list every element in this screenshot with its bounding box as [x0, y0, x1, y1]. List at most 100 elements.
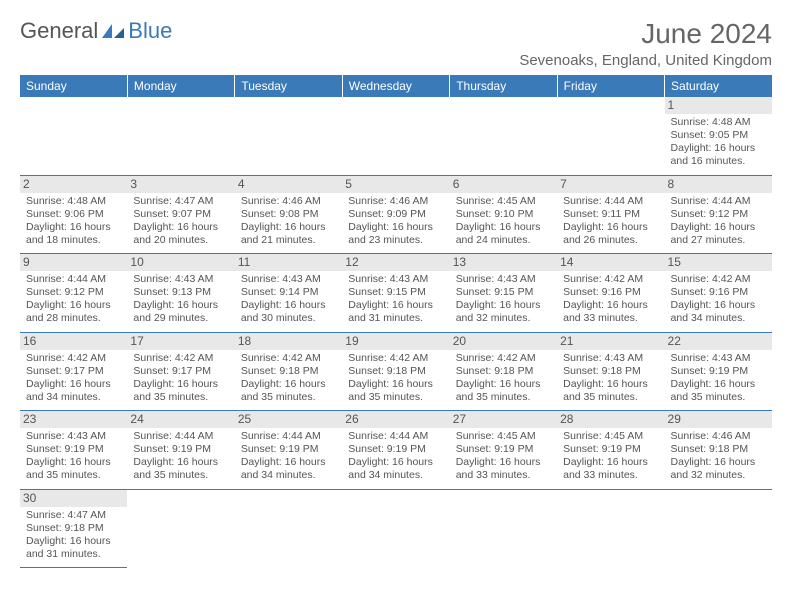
cell-daylight1: Daylight: 16 hours: [348, 456, 443, 469]
calendar-row: 1Sunrise: 4:48 AMSunset: 9:05 PMDaylight…: [20, 97, 772, 175]
cell-daylight1: Daylight: 16 hours: [563, 221, 658, 234]
cell-daylight1: Daylight: 16 hours: [241, 378, 336, 391]
calendar-cell: 10Sunrise: 4:43 AMSunset: 9:13 PMDayligh…: [127, 254, 234, 333]
day-header: Friday: [557, 75, 664, 97]
cell-daylight1: Daylight: 16 hours: [348, 378, 443, 391]
cell-daylight2: and 20 minutes.: [133, 234, 228, 247]
calendar-cell: 28Sunrise: 4:45 AMSunset: 9:19 PMDayligh…: [557, 411, 664, 490]
cell-sunset: Sunset: 9:06 PM: [26, 208, 121, 221]
cell-daylight2: and 35 minutes.: [241, 391, 336, 404]
cell-sunrise: Sunrise: 4:43 AM: [456, 273, 551, 286]
cell-daylight1: Daylight: 16 hours: [26, 535, 121, 548]
calendar-body: 1Sunrise: 4:48 AMSunset: 9:05 PMDaylight…: [20, 97, 772, 568]
calendar-cell: [665, 489, 772, 568]
title-block: June 2024 Sevenoaks, England, United Kin…: [519, 18, 772, 69]
cell-daylight2: and 35 minutes.: [348, 391, 443, 404]
cell-sunrise: Sunrise: 4:43 AM: [671, 352, 766, 365]
cell-sunrise: Sunrise: 4:42 AM: [456, 352, 551, 365]
cell-daylight2: and 31 minutes.: [26, 548, 121, 561]
day-header: Thursday: [450, 75, 557, 97]
cell-sunrise: Sunrise: 4:46 AM: [348, 195, 443, 208]
cell-daylight2: and 32 minutes.: [671, 469, 766, 482]
day-number: 9: [20, 254, 127, 271]
cell-sunset: Sunset: 9:18 PM: [241, 365, 336, 378]
cell-sunrise: Sunrise: 4:44 AM: [348, 430, 443, 443]
cell-daylight2: and 32 minutes.: [456, 312, 551, 325]
calendar-cell: 23Sunrise: 4:43 AMSunset: 9:19 PMDayligh…: [20, 411, 127, 490]
cell-daylight2: and 34 minutes.: [241, 469, 336, 482]
cell-sunset: Sunset: 9:07 PM: [133, 208, 228, 221]
day-number: 2: [20, 176, 127, 193]
calendar-cell: 20Sunrise: 4:42 AMSunset: 9:18 PMDayligh…: [450, 332, 557, 411]
cell-daylight1: Daylight: 16 hours: [133, 221, 228, 234]
cell-daylight2: and 26 minutes.: [563, 234, 658, 247]
day-number: 24: [127, 411, 234, 428]
cell-daylight1: Daylight: 16 hours: [456, 299, 551, 312]
day-header-row: Sunday Monday Tuesday Wednesday Thursday…: [20, 75, 772, 97]
calendar-cell: 2Sunrise: 4:48 AMSunset: 9:06 PMDaylight…: [20, 175, 127, 254]
calendar-cell: [235, 489, 342, 568]
cell-sunset: Sunset: 9:12 PM: [26, 286, 121, 299]
calendar-cell: [342, 489, 449, 568]
day-number: 5: [342, 176, 449, 193]
cell-sunrise: Sunrise: 4:42 AM: [26, 352, 121, 365]
cell-daylight2: and 33 minutes.: [563, 469, 658, 482]
day-number: 23: [20, 411, 127, 428]
cell-daylight2: and 28 minutes.: [26, 312, 121, 325]
cell-daylight2: and 35 minutes.: [563, 391, 658, 404]
month-title: June 2024: [519, 18, 772, 50]
cell-sunrise: Sunrise: 4:42 AM: [133, 352, 228, 365]
cell-daylight2: and 34 minutes.: [26, 391, 121, 404]
cell-daylight2: and 18 minutes.: [26, 234, 121, 247]
cell-daylight2: and 24 minutes.: [456, 234, 551, 247]
cell-sunrise: Sunrise: 4:44 AM: [563, 195, 658, 208]
cell-sunrise: Sunrise: 4:45 AM: [456, 430, 551, 443]
cell-daylight1: Daylight: 16 hours: [671, 456, 766, 469]
calendar-cell: 16Sunrise: 4:42 AMSunset: 9:17 PMDayligh…: [20, 332, 127, 411]
location-text: Sevenoaks, England, United Kingdom: [519, 52, 772, 69]
cell-sunset: Sunset: 9:11 PM: [563, 208, 658, 221]
cell-daylight2: and 30 minutes.: [241, 312, 336, 325]
cell-daylight2: and 21 minutes.: [241, 234, 336, 247]
cell-daylight1: Daylight: 16 hours: [26, 221, 121, 234]
calendar-cell: 21Sunrise: 4:43 AMSunset: 9:18 PMDayligh…: [557, 332, 664, 411]
day-number: 17: [127, 333, 234, 350]
logo-text-general: General: [20, 18, 98, 44]
calendar-cell: 9Sunrise: 4:44 AMSunset: 9:12 PMDaylight…: [20, 254, 127, 333]
logo: General Blue: [20, 18, 172, 44]
calendar-cell: 13Sunrise: 4:43 AMSunset: 9:15 PMDayligh…: [450, 254, 557, 333]
calendar-table: Sunday Monday Tuesday Wednesday Thursday…: [20, 75, 772, 568]
cell-daylight1: Daylight: 16 hours: [671, 378, 766, 391]
cell-daylight1: Daylight: 16 hours: [26, 299, 121, 312]
cell-sunset: Sunset: 9:16 PM: [563, 286, 658, 299]
calendar-cell: 12Sunrise: 4:43 AMSunset: 9:15 PMDayligh…: [342, 254, 449, 333]
cell-sunrise: Sunrise: 4:43 AM: [348, 273, 443, 286]
cell-sunrise: Sunrise: 4:43 AM: [241, 273, 336, 286]
day-number: 8: [665, 176, 772, 193]
day-header: Saturday: [665, 75, 772, 97]
cell-sunrise: Sunrise: 4:48 AM: [671, 116, 766, 129]
cell-sunset: Sunset: 9:17 PM: [133, 365, 228, 378]
day-number: 30: [20, 490, 127, 507]
cell-daylight2: and 35 minutes.: [26, 469, 121, 482]
cell-daylight2: and 35 minutes.: [133, 391, 228, 404]
cell-sunset: Sunset: 9:19 PM: [26, 443, 121, 456]
calendar-cell: 7 Sunrise: 4:44 AMSunset: 9:11 PMDaylight…: [557, 175, 664, 254]
calendar-cell: 8Sunrise: 4:44 AMSunset: 9:12 PMDaylight…: [665, 175, 772, 254]
cell-sunrise: Sunrise: 4:46 AM: [671, 430, 766, 443]
calendar-cell: 22Sunrise: 4:43 AMSunset: 9:19 PMDayligh…: [665, 332, 772, 411]
cell-sunrise: Sunrise: 4:44 AM: [133, 430, 228, 443]
day-number: 25: [235, 411, 342, 428]
cell-sunset: Sunset: 9:13 PM: [133, 286, 228, 299]
day-number: 26: [342, 411, 449, 428]
cell-daylight1: Daylight: 16 hours: [241, 221, 336, 234]
cell-sunset: Sunset: 9:19 PM: [133, 443, 228, 456]
cell-daylight1: Daylight: 16 hours: [671, 142, 766, 155]
day-number: 22: [665, 333, 772, 350]
cell-sunrise: Sunrise: 4:45 AM: [456, 195, 551, 208]
day-number: 7: [557, 176, 664, 193]
cell-sunset: Sunset: 9:19 PM: [348, 443, 443, 456]
calendar-cell: 5Sunrise: 4:46 AMSunset: 9:09 PMDaylight…: [342, 175, 449, 254]
calendar-cell: [342, 97, 449, 175]
day-number: 27: [450, 411, 557, 428]
